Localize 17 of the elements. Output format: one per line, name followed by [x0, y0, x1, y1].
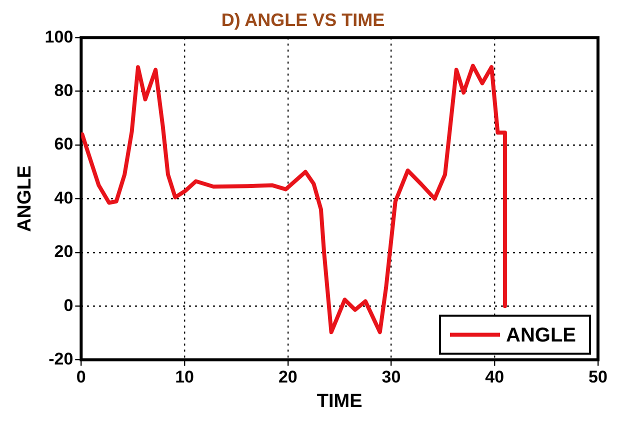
y-tick-label: 20 — [54, 242, 74, 262]
y-tick-label: 0 — [64, 296, 74, 315]
x-axis-title: TIME — [316, 390, 362, 412]
x-tick-label: 30 — [382, 368, 401, 387]
x-tick-label: 50 — [588, 368, 608, 387]
y-tick-label: -20 — [48, 349, 74, 368]
y-tick-label: 60 — [54, 134, 74, 154]
y-axis-title: ANGLE — [14, 165, 36, 232]
y-tick-label: 80 — [54, 80, 74, 100]
x-tick-label: 0 — [76, 368, 86, 387]
y-tick-label: 100 — [44, 27, 74, 46]
y-tick-label: 40 — [54, 188, 74, 208]
x-tick-label: 40 — [485, 368, 504, 387]
x-tick-label: 10 — [175, 368, 194, 387]
x-tick-label: 20 — [278, 368, 298, 387]
chart-title: D) ANGLE VS TIME — [221, 10, 385, 30]
legend-label: ANGLE — [506, 324, 576, 346]
